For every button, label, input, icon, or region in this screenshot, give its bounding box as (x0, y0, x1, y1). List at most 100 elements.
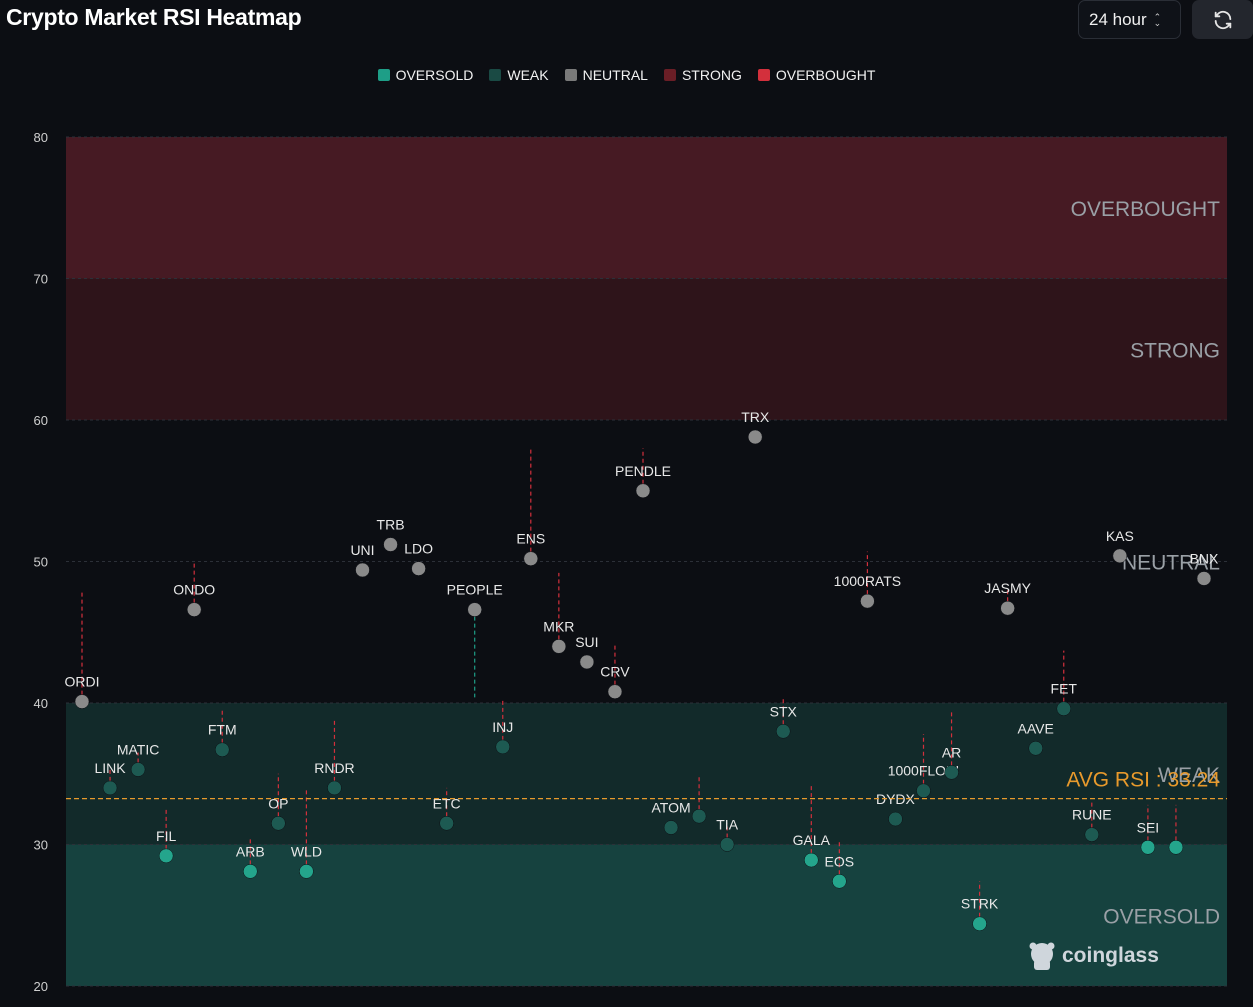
rsi-point[interactable] (411, 561, 426, 576)
legend-label: WEAK (507, 67, 549, 83)
rsi-point[interactable] (1196, 571, 1212, 586)
coin-label: GALA (793, 832, 831, 848)
rsi-point[interactable] (102, 780, 118, 796)
coin-label: ATOM (651, 800, 690, 816)
rsi-point[interactable] (130, 762, 146, 777)
coin-label: BNX (1190, 550, 1219, 566)
rsi-point[interactable] (747, 429, 763, 445)
legend-label: NEUTRAL (582, 67, 648, 83)
rsi-point[interactable] (355, 562, 370, 578)
rsi-point[interactable] (719, 837, 735, 852)
zone-band-oversold (66, 844, 1227, 986)
legend-item-neutral[interactable]: NEUTRAL (564, 67, 648, 83)
legend-swatch (663, 69, 676, 81)
rsi-point[interactable] (944, 765, 959, 780)
rsi-point[interactable] (860, 593, 875, 609)
y-tick-label: 50 (34, 555, 48, 570)
timeframe-value: 24 hour (1089, 9, 1147, 29)
rsi-point[interactable] (804, 852, 819, 868)
rsi-point[interactable] (691, 808, 707, 824)
rsi-point[interactable] (74, 694, 90, 709)
coin-label: ARB (236, 843, 265, 859)
rsi-point[interactable] (1168, 840, 1184, 855)
legend-swatch (489, 69, 502, 81)
coin-label: SUI (575, 634, 598, 650)
coin-label: FTM (208, 722, 237, 738)
rsi-point[interactable] (158, 848, 174, 864)
rsi-point[interactable] (972, 916, 987, 931)
page-title: Crypto Market RSI Heatmap (6, 4, 302, 30)
coin-label: TIA (716, 817, 738, 833)
y-tick-label: 60 (34, 413, 48, 428)
rsi-point[interactable] (1056, 701, 1071, 716)
rsi-point[interactable] (1000, 600, 1015, 616)
rsi-point[interactable] (663, 820, 679, 835)
legend-item-strong[interactable]: STRONG (663, 67, 742, 83)
rsi-point[interactable] (916, 783, 931, 798)
chart-legend: OVERSOLD WEAK NEUTRAL STRONG OVERBOUGHT (0, 67, 1253, 83)
coin-label: LINK (94, 760, 126, 776)
legend-item-oversold[interactable]: OVERSOLD (377, 67, 473, 83)
coin-label: KAS (1106, 528, 1134, 544)
rsi-point[interactable] (383, 537, 398, 552)
rsi-point[interactable] (832, 874, 847, 889)
coin-label: 1000FLOKI (888, 763, 960, 779)
refresh-icon (1214, 10, 1231, 29)
coin-label: AR (942, 744, 961, 760)
rsi-point[interactable] (607, 684, 623, 699)
legend-item-weak[interactable]: WEAK (489, 67, 549, 83)
coin-label: PEOPLE (447, 582, 503, 598)
rsi-point[interactable] (551, 639, 567, 654)
coin-label: TRX (741, 409, 770, 425)
zone-band-overbought (66, 137, 1227, 279)
legend-label: STRONG (681, 67, 742, 83)
legend-label: OVERBOUGHT (775, 67, 876, 83)
coin-label: 1000RATS (834, 573, 901, 589)
rsi-point[interactable] (888, 811, 903, 827)
coin-label: EOS (825, 853, 855, 869)
rsi-point[interactable] (1028, 741, 1043, 756)
legend-item-overbought[interactable]: OVERBOUGHT (757, 67, 876, 83)
rsi-point[interactable] (243, 864, 258, 879)
coin-label: PENDLE (615, 463, 671, 479)
zone-band-strong (66, 278, 1227, 420)
avg-rsi-label: AVG RSI : 33.24 (1066, 769, 1220, 792)
coin-label: AAVE (1018, 720, 1054, 736)
coin-label: OP (268, 795, 288, 811)
coin-label: INJ (492, 719, 513, 735)
rsi-point[interactable] (1112, 548, 1128, 564)
rsi-point[interactable] (215, 742, 230, 757)
zone-label-oversold: OVERSOLD (1103, 905, 1220, 928)
rsi-point[interactable] (776, 724, 791, 739)
coin-label: FIL (156, 828, 176, 844)
rsi-point[interactable] (495, 739, 510, 755)
refresh-button[interactable] (1192, 0, 1253, 39)
coin-label: DYDX (876, 791, 916, 807)
timeframe-select[interactable]: 24 hour ⌃ ⌄ (1078, 0, 1181, 39)
y-tick-label: 70 (34, 272, 48, 287)
rsi-point[interactable] (635, 483, 651, 498)
rsi-point[interactable] (467, 602, 482, 617)
rsi-point[interactable] (523, 551, 539, 566)
rsi-point[interactable] (1084, 827, 1100, 842)
coin-label: ONDO (173, 582, 215, 598)
y-tick-label: 80 (34, 130, 48, 145)
rsi-point[interactable] (579, 654, 595, 670)
rsi-point[interactable] (1140, 840, 1156, 855)
rsi-point[interactable] (299, 864, 314, 879)
rsi-point[interactable] (327, 780, 342, 796)
legend-swatch (377, 69, 390, 81)
y-tick-label: 30 (34, 838, 48, 853)
y-tick-label: 20 (34, 979, 48, 994)
legend-swatch (757, 69, 770, 81)
coin-label: FET (1051, 681, 1078, 697)
rsi-point[interactable] (186, 602, 202, 617)
legend-swatch (564, 69, 577, 81)
coin-label: STRK (961, 896, 999, 912)
coin-label: LDO (404, 541, 433, 557)
rsi-point[interactable] (439, 816, 454, 831)
coin-label: TRB (377, 517, 405, 533)
rsi-point[interactable] (271, 816, 286, 831)
coin-label: UNI (350, 542, 374, 558)
